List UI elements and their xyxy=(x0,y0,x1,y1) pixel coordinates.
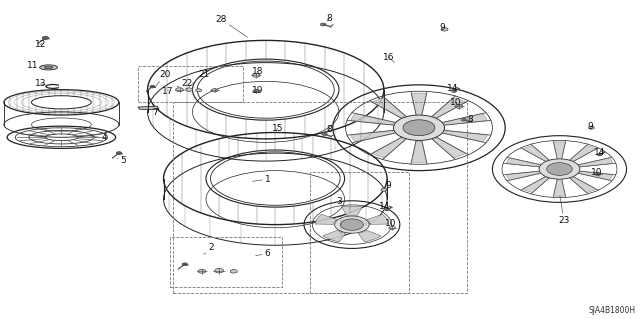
Polygon shape xyxy=(554,142,566,158)
Circle shape xyxy=(175,88,183,92)
Polygon shape xyxy=(570,145,596,161)
Circle shape xyxy=(539,159,580,179)
Polygon shape xyxy=(412,141,427,162)
Text: 21: 21 xyxy=(189,70,209,86)
Circle shape xyxy=(211,89,218,92)
Circle shape xyxy=(322,133,327,136)
Text: 10: 10 xyxy=(591,168,602,177)
Text: 15: 15 xyxy=(271,124,283,133)
Circle shape xyxy=(42,36,49,40)
Polygon shape xyxy=(315,214,337,224)
Ellipse shape xyxy=(44,66,53,69)
Circle shape xyxy=(182,263,188,265)
Polygon shape xyxy=(444,130,487,142)
Text: SJA4B1800H: SJA4B1800H xyxy=(589,306,636,315)
Polygon shape xyxy=(589,126,594,129)
Text: 14: 14 xyxy=(594,148,605,157)
Text: 2: 2 xyxy=(204,243,214,255)
Circle shape xyxy=(150,85,155,88)
Circle shape xyxy=(252,73,260,77)
Text: 14: 14 xyxy=(447,84,458,93)
Text: 7: 7 xyxy=(149,108,158,117)
Polygon shape xyxy=(441,27,448,31)
Text: 3: 3 xyxy=(336,197,342,206)
Polygon shape xyxy=(433,138,466,158)
Polygon shape xyxy=(196,89,202,92)
Polygon shape xyxy=(506,158,540,167)
Text: 13: 13 xyxy=(35,79,46,88)
Polygon shape xyxy=(570,177,596,193)
Text: 10: 10 xyxy=(385,219,396,228)
Text: 17: 17 xyxy=(163,87,174,96)
Circle shape xyxy=(116,152,122,154)
Polygon shape xyxy=(381,188,387,191)
Text: 9: 9 xyxy=(385,181,391,190)
Polygon shape xyxy=(554,180,566,196)
Text: 4: 4 xyxy=(90,133,107,142)
Circle shape xyxy=(403,120,435,136)
Text: 8: 8 xyxy=(326,125,332,134)
Polygon shape xyxy=(579,171,613,180)
Text: 8: 8 xyxy=(326,14,332,23)
Polygon shape xyxy=(523,177,548,193)
Bar xyxy=(173,102,467,293)
Circle shape xyxy=(389,226,396,229)
Polygon shape xyxy=(579,158,613,167)
Text: 12: 12 xyxy=(35,40,46,49)
Circle shape xyxy=(598,154,602,156)
Circle shape xyxy=(253,90,259,93)
Polygon shape xyxy=(444,114,487,125)
Circle shape xyxy=(335,216,369,233)
Circle shape xyxy=(214,269,223,273)
Polygon shape xyxy=(186,88,193,92)
Bar xyxy=(138,66,243,102)
Circle shape xyxy=(547,163,572,175)
Polygon shape xyxy=(367,214,388,224)
Polygon shape xyxy=(351,130,394,142)
Circle shape xyxy=(461,119,467,121)
Ellipse shape xyxy=(40,65,58,70)
Text: 16: 16 xyxy=(383,53,394,63)
Text: 1: 1 xyxy=(253,175,271,184)
Polygon shape xyxy=(372,138,406,158)
Polygon shape xyxy=(523,145,548,161)
Circle shape xyxy=(394,115,445,140)
Polygon shape xyxy=(506,171,540,180)
Text: 14: 14 xyxy=(379,202,390,211)
Text: 6: 6 xyxy=(255,249,271,258)
Circle shape xyxy=(198,269,205,273)
Circle shape xyxy=(320,23,326,26)
Text: 19: 19 xyxy=(252,86,263,95)
Bar xyxy=(310,172,410,293)
Circle shape xyxy=(595,172,601,175)
Text: 9: 9 xyxy=(588,122,593,131)
Polygon shape xyxy=(342,206,362,216)
Text: 9: 9 xyxy=(440,23,445,32)
Polygon shape xyxy=(433,98,466,118)
Bar xyxy=(170,237,282,286)
Circle shape xyxy=(340,219,364,230)
Polygon shape xyxy=(351,114,394,125)
Text: 22: 22 xyxy=(177,79,193,88)
Circle shape xyxy=(452,90,456,93)
Circle shape xyxy=(456,105,463,108)
Text: 20: 20 xyxy=(156,70,171,86)
Text: 18: 18 xyxy=(252,67,263,76)
Polygon shape xyxy=(230,269,237,273)
Text: 11: 11 xyxy=(27,61,42,70)
Text: 5: 5 xyxy=(117,156,126,165)
Polygon shape xyxy=(358,230,381,242)
Text: 10: 10 xyxy=(451,99,462,108)
Polygon shape xyxy=(323,230,346,242)
Polygon shape xyxy=(372,98,406,118)
Text: 28: 28 xyxy=(215,15,248,37)
Text: 8: 8 xyxy=(465,115,474,124)
Text: 23: 23 xyxy=(558,196,570,225)
Polygon shape xyxy=(138,106,159,109)
Polygon shape xyxy=(412,93,427,114)
Circle shape xyxy=(385,209,389,211)
